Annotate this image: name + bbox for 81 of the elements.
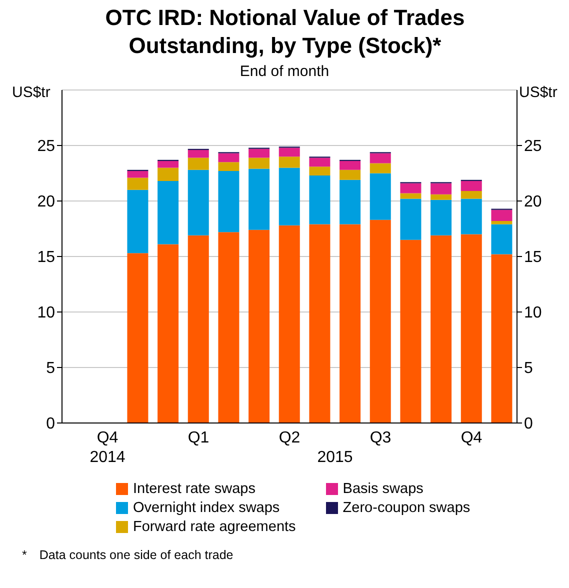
- y2-tick-label: 5: [524, 360, 533, 378]
- x-tick-label: Q4: [96, 429, 118, 446]
- bar: [370, 163, 391, 174]
- bar: [370, 220, 391, 423]
- bar: [460, 234, 482, 423]
- bar: [309, 175, 330, 224]
- bar: [188, 158, 209, 170]
- bar: [430, 235, 452, 423]
- bar: [430, 194, 452, 200]
- bar: [370, 153, 391, 164]
- bar: [188, 235, 209, 423]
- bar: [158, 181, 179, 244]
- bar: [278, 156, 300, 168]
- y2-axis-title: US$tr: [519, 84, 558, 101]
- y2-tick-label: 20: [524, 194, 542, 211]
- y2-tick-label: 0: [524, 416, 533, 433]
- bar: [309, 224, 330, 423]
- y-tick-label: 10: [37, 304, 56, 322]
- x-tick-label: Q1: [188, 429, 210, 446]
- bar: [340, 224, 361, 423]
- bar: [127, 178, 148, 190]
- bar: [430, 200, 452, 236]
- bar: [188, 170, 209, 236]
- y2-tick-label: 15: [524, 249, 542, 266]
- bar: [218, 171, 240, 232]
- y-tick-label: 15: [37, 249, 56, 266]
- bar: [491, 210, 512, 221]
- bar: [309, 158, 330, 167]
- bar: [400, 240, 422, 423]
- bar: [218, 162, 240, 172]
- bar: [340, 161, 361, 170]
- chart-subtitle: End of month: [238, 63, 330, 80]
- bar: [460, 198, 482, 234]
- text: 2014: [88, 449, 126, 467]
- x-tick-label: Q4: [460, 429, 482, 446]
- y2-tick-label: 25: [524, 138, 542, 156]
- bar: [218, 153, 240, 162]
- bar: [491, 254, 512, 423]
- chart-title: OTC IRD: Notional Value of Trades Outstanding, by Type (Stock)*: [104, 4, 466, 60]
- bar: [278, 225, 300, 423]
- y-tick-label: 0: [46, 416, 56, 433]
- legend-label: Basis swaps: [342, 480, 424, 498]
- y-tick-label: 20: [37, 194, 56, 211]
- bar: [127, 253, 148, 423]
- bar: [278, 148, 300, 157]
- x-tick-label: Q2: [278, 429, 300, 446]
- bar: [491, 224, 512, 254]
- bar: [218, 232, 240, 423]
- bar: [188, 150, 209, 158]
- bar: [158, 244, 179, 423]
- y2-tick-label: 10: [524, 304, 542, 322]
- bar: [340, 170, 361, 180]
- bar: [400, 198, 422, 240]
- bar: [400, 193, 422, 199]
- bar: [309, 166, 330, 176]
- bar: [491, 220, 512, 224]
- y-tick-label: 5: [46, 360, 56, 378]
- legend-label: Overnight index swaps: [132, 498, 281, 517]
- bar: [248, 230, 270, 423]
- bar: [158, 168, 179, 182]
- legend-label: Forward rate agreements: [132, 518, 296, 536]
- bar: [400, 183, 422, 194]
- x-tick-label: Q3: [370, 429, 392, 446]
- bar: [248, 158, 270, 169]
- bar: [430, 183, 452, 194]
- y-tick-label: 25: [37, 138, 56, 156]
- bar: [278, 168, 300, 226]
- bar: [248, 148, 270, 158]
- legend-label: Interest rate swaps: [132, 480, 256, 498]
- bar: [370, 173, 391, 220]
- bar: [158, 161, 179, 168]
- bar: [340, 180, 361, 224]
- bar: [460, 191, 482, 199]
- legend-label: Zero-coupon swaps: [342, 498, 470, 517]
- bar: [127, 190, 148, 254]
- bar: [248, 168, 270, 230]
- bar: [460, 181, 482, 192]
- text: * Data counts one side of each trade: [22, 548, 234, 562]
- text: 2015: [316, 449, 354, 467]
- bar: [127, 171, 148, 178]
- y-axis-title: US$tr: [12, 84, 50, 101]
